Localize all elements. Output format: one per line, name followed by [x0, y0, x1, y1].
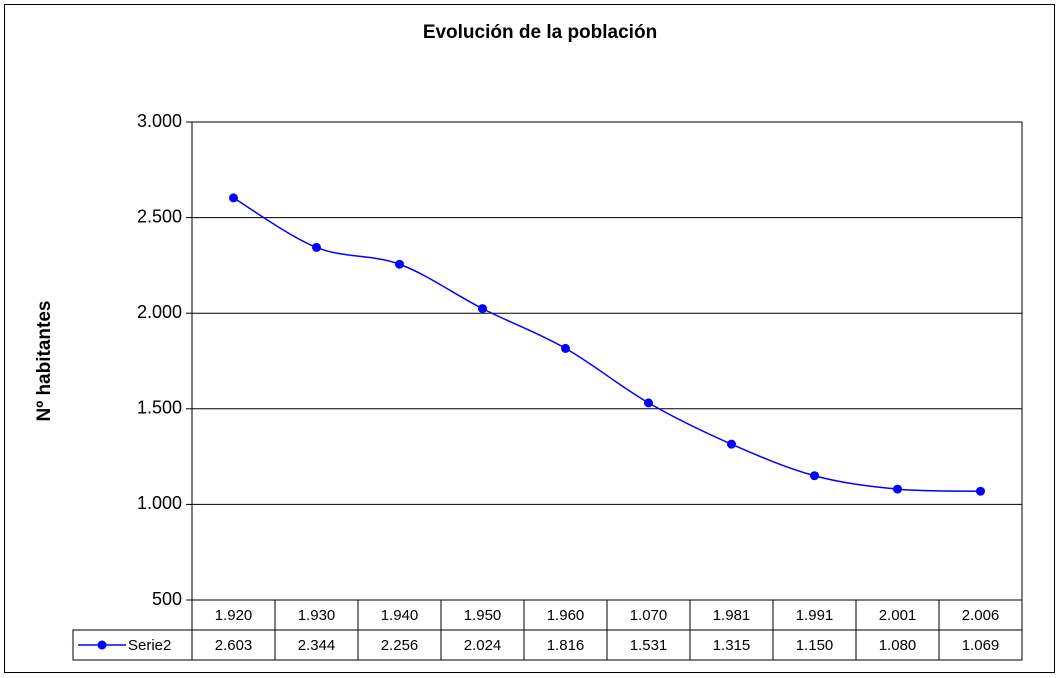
series-line	[233, 197, 981, 492]
data-point	[644, 398, 653, 408]
data-point	[478, 304, 487, 314]
y-tick-label: 2.000	[137, 302, 182, 322]
x-tick-label: 2.006	[962, 607, 1000, 624]
x-tick-label: 2.001	[879, 607, 917, 624]
plot-area	[191, 121, 1023, 601]
data-point	[893, 484, 902, 494]
y-axis-label: Nº habitantes	[34, 301, 55, 422]
data-point	[561, 343, 570, 353]
x-tick-label: 1.070	[630, 607, 668, 624]
data-point	[810, 471, 819, 481]
y-tick-label: 1.500	[137, 398, 182, 418]
table-value: 1.069	[962, 637, 1000, 654]
y-tick-label: 500	[152, 589, 182, 609]
x-tick-label: 1.960	[547, 607, 585, 624]
legend-label: Serie2	[128, 637, 171, 654]
y-tick-label: 1.000	[137, 493, 182, 513]
table-value: 1.150	[796, 637, 834, 654]
table-value: 2.256	[381, 637, 419, 654]
table-value: 1.531	[630, 637, 668, 654]
y-tick-label: 2.500	[137, 206, 182, 226]
legend-marker	[97, 640, 107, 650]
x-tick-label: 1.991	[796, 607, 834, 624]
data-point	[312, 242, 321, 252]
table-value: 1.816	[547, 637, 585, 654]
table-value: 2.024	[464, 637, 502, 654]
data-point	[395, 259, 404, 269]
x-tick-label: 1.930	[298, 607, 336, 624]
y-tick-label: 3.000	[137, 111, 182, 131]
table-value: 1.080	[879, 637, 917, 654]
table-value: 2.603	[215, 637, 253, 654]
chart-title: Evolución de la población	[423, 22, 657, 43]
data-point	[976, 486, 985, 496]
table-value: 1.315	[713, 637, 751, 654]
x-tick-label: 1.920	[215, 607, 253, 624]
x-tick-label: 1.981	[713, 607, 751, 624]
x-tick-label: 1.950	[464, 607, 502, 624]
data-point	[727, 439, 736, 449]
table-value: 2.344	[298, 637, 336, 654]
data-point	[229, 193, 238, 203]
x-tick-label: 1.940	[381, 607, 419, 624]
